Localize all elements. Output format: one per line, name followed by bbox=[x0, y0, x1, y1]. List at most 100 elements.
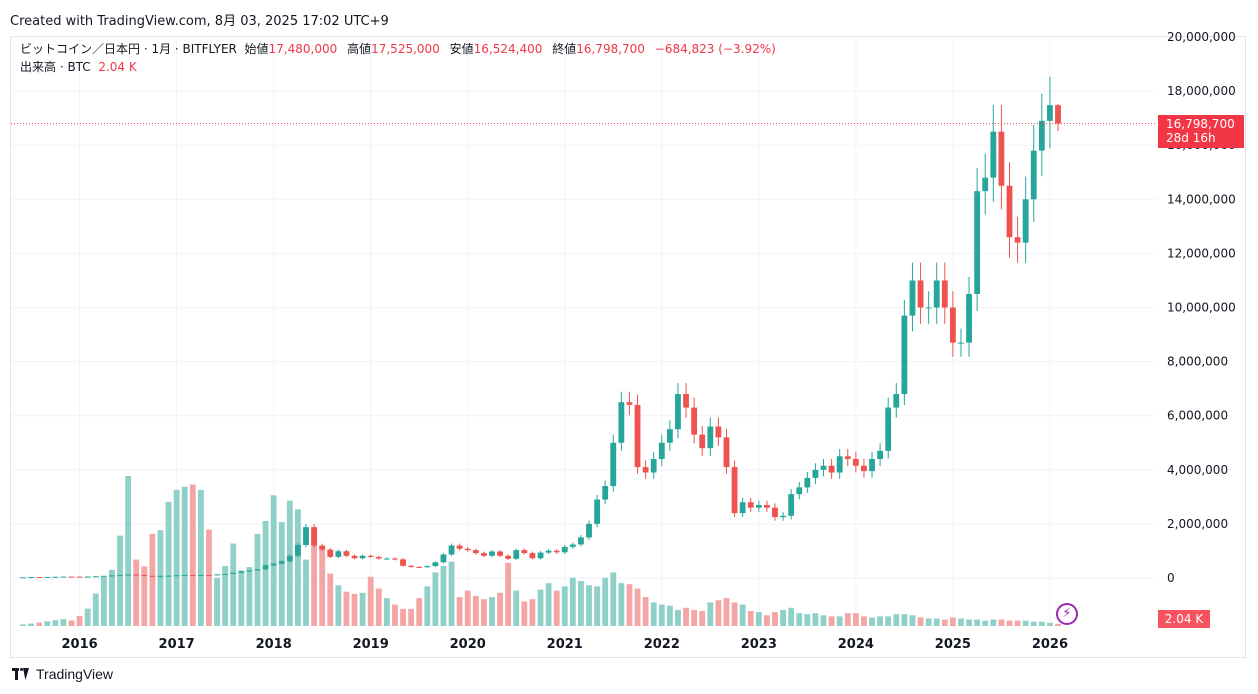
volume-bar bbox=[278, 522, 285, 626]
candle-body bbox=[222, 573, 229, 575]
volume-bar bbox=[901, 614, 908, 626]
volume-bar bbox=[505, 562, 512, 626]
time-tick-label: 2020 bbox=[450, 637, 486, 652]
volume-bars bbox=[20, 476, 1061, 626]
volume-bar bbox=[933, 618, 940, 626]
volume-bar bbox=[626, 584, 633, 626]
volume-bar bbox=[246, 567, 253, 626]
candle-body bbox=[545, 550, 552, 553]
candle-body bbox=[456, 545, 463, 549]
volume-bar bbox=[359, 592, 366, 626]
volume-bar bbox=[569, 577, 576, 626]
open-value: 17,480,000 bbox=[268, 42, 338, 56]
candle-body bbox=[36, 577, 43, 579]
candle-body bbox=[100, 575, 107, 577]
symbol-label[interactable]: ビットコイン／日本円 · 1月 · BITFLYER bbox=[20, 42, 237, 56]
volume-bar bbox=[925, 618, 932, 626]
candle-body bbox=[658, 442, 665, 459]
time-tick-label: 2025 bbox=[935, 637, 971, 652]
price-axis[interactable]: 0 2,000,000 4,000,000 6,000,000 8,000,000 10,… bbox=[1167, 30, 1236, 585]
last-price-value: 16,798,700 bbox=[1166, 117, 1235, 131]
volume-bar bbox=[869, 617, 875, 626]
candle-body bbox=[820, 465, 827, 470]
volume-bar bbox=[852, 613, 859, 626]
volume-bar bbox=[68, 620, 75, 626]
candle-body bbox=[747, 502, 754, 508]
volume-bar bbox=[214, 577, 220, 626]
candle-body bbox=[917, 280, 924, 308]
candle-body bbox=[958, 342, 964, 344]
volume-bar bbox=[489, 597, 495, 626]
candle-body bbox=[28, 577, 34, 579]
volume-bar bbox=[351, 593, 358, 626]
candle-body bbox=[367, 555, 374, 557]
volume-bar bbox=[755, 612, 762, 626]
volume-bar bbox=[117, 535, 123, 626]
time-tick-label: 2016 bbox=[62, 637, 98, 652]
volume-bar bbox=[966, 619, 972, 626]
price-tick-label: 8,000,000 bbox=[1167, 355, 1228, 369]
volume-bar bbox=[408, 608, 415, 626]
volume-bar bbox=[383, 598, 390, 626]
lightning-icon[interactable]: ⚡ bbox=[1056, 603, 1078, 625]
tradingview-logo[interactable]: TradingView bbox=[12, 666, 113, 682]
price-tick-label: 20,000,000 bbox=[1167, 30, 1236, 44]
volume-bar bbox=[739, 604, 746, 626]
candle-body bbox=[359, 555, 366, 559]
candle-body bbox=[206, 574, 212, 576]
volume-bar bbox=[424, 586, 431, 626]
volume-bar bbox=[181, 486, 188, 626]
candle-body bbox=[521, 550, 528, 554]
candle-body bbox=[739, 502, 746, 514]
volume-label[interactable]: 出来高 · BTC bbox=[20, 60, 91, 74]
volume-bar bbox=[861, 616, 867, 626]
candle-body bbox=[966, 293, 972, 343]
candle-body bbox=[92, 576, 99, 578]
candle-body bbox=[650, 458, 657, 473]
candle-body bbox=[618, 402, 625, 443]
candle-body bbox=[497, 551, 503, 556]
candle-body bbox=[440, 554, 447, 563]
volume-bar bbox=[828, 616, 835, 626]
candle-body bbox=[634, 404, 641, 468]
candle-body bbox=[602, 486, 609, 500]
high-label: 高値 bbox=[347, 42, 372, 56]
candle-body bbox=[84, 576, 91, 578]
volume-bar bbox=[998, 619, 1005, 626]
candle-body bbox=[343, 551, 350, 556]
candle-body bbox=[594, 499, 601, 524]
volume-bar bbox=[125, 476, 132, 626]
volume-bar bbox=[375, 588, 382, 626]
candle-body bbox=[311, 527, 318, 546]
candle-body bbox=[214, 574, 220, 576]
price-tick-label: 14,000,000 bbox=[1167, 192, 1236, 206]
candle-body bbox=[327, 549, 334, 557]
candle-body bbox=[375, 556, 382, 559]
change-value: −684,823 (−3.92%) bbox=[654, 42, 776, 56]
candle-body bbox=[319, 545, 326, 550]
volume-bar bbox=[206, 529, 212, 626]
volume-bar bbox=[165, 501, 172, 626]
volume-bar bbox=[238, 570, 245, 626]
candle-body bbox=[424, 566, 431, 568]
volume-bar bbox=[780, 609, 786, 626]
time-axis[interactable]: 2016 2017 2018 2019 2020 2021 2022 2023 2024 2025… bbox=[62, 637, 1069, 652]
candle-body bbox=[666, 429, 673, 443]
candle-body bbox=[844, 456, 851, 459]
volume-bar bbox=[497, 592, 503, 626]
last-price-tag: 16,798,700 28d 16h bbox=[1158, 115, 1244, 148]
candle-body bbox=[303, 527, 309, 545]
candle-body bbox=[933, 280, 940, 308]
volume-bar bbox=[772, 612, 778, 626]
tradingview-brand: TradingView bbox=[36, 666, 114, 682]
candle-body bbox=[181, 574, 188, 576]
grid bbox=[11, 36, 1156, 628]
candle-body bbox=[836, 456, 843, 473]
candle-body bbox=[852, 458, 859, 466]
volume-bar bbox=[545, 583, 552, 626]
candle-body bbox=[974, 191, 981, 294]
candle-body bbox=[472, 550, 479, 554]
volume-bar bbox=[173, 489, 180, 626]
candle-body bbox=[909, 280, 916, 316]
